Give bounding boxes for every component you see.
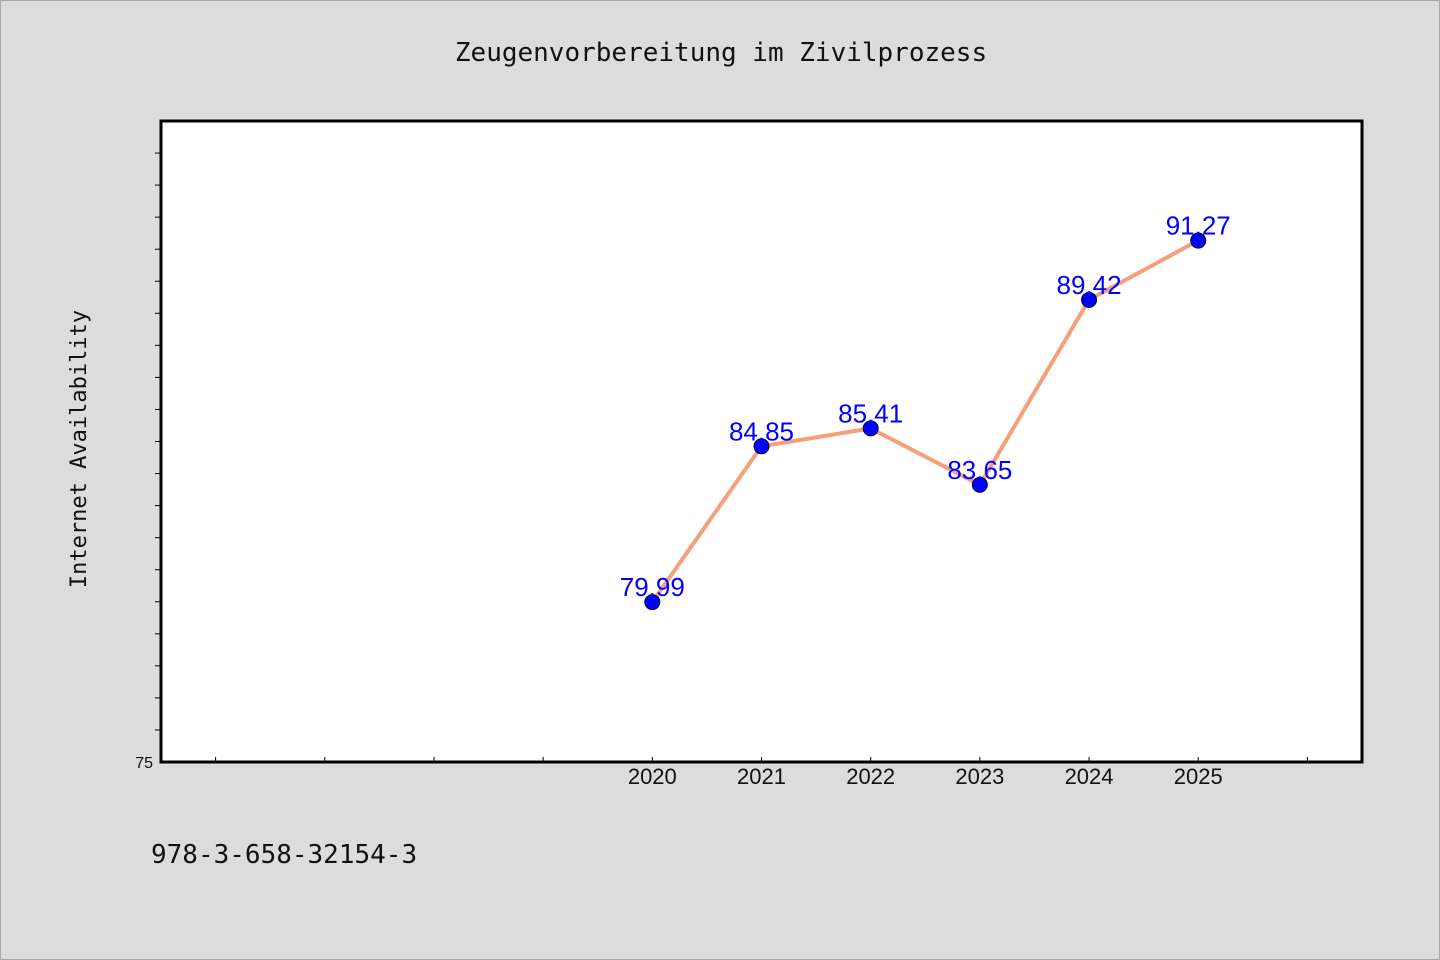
data-point [862, 420, 879, 437]
x-tick-label: 2022 [846, 764, 895, 789]
data-label: 83.65 [947, 455, 1012, 485]
x-tick-label: 2025 [1174, 764, 1223, 789]
x-tick-label: 2021 [737, 764, 786, 789]
y-tick-label: 75 [135, 755, 153, 772]
y-axis-ticks: 75 [135, 152, 161, 772]
series-group: 79.99 84.85 85.41 83.65 89.42 91.27 [620, 211, 1231, 611]
data-label: 91.27 [1166, 211, 1231, 241]
data-label: 79.99 [620, 572, 685, 602]
data-point [971, 476, 988, 493]
series-line [650, 238, 1200, 604]
data-point [1190, 232, 1207, 249]
x-tick-label: 2024 [1065, 764, 1114, 789]
x-axis-ticks: 2020 2021 2022 2023 2024 2025 [215, 757, 1308, 789]
chart-title: Zeugenvorbereitung im Zivilprozess [455, 38, 987, 68]
data-point [1081, 291, 1098, 308]
data-label: 89.42 [1057, 270, 1122, 300]
data-label: 85.41 [838, 398, 903, 428]
data-point [753, 438, 770, 455]
x-tick-label: 2020 [628, 764, 677, 789]
isbn-footnote: 978-3-658-32154-3 [151, 840, 417, 870]
y-axis-title: Internet Availability [67, 310, 92, 588]
data-label: 84.85 [729, 416, 794, 446]
x-tick-label: 2023 [955, 764, 1004, 789]
data-point [644, 594, 661, 611]
